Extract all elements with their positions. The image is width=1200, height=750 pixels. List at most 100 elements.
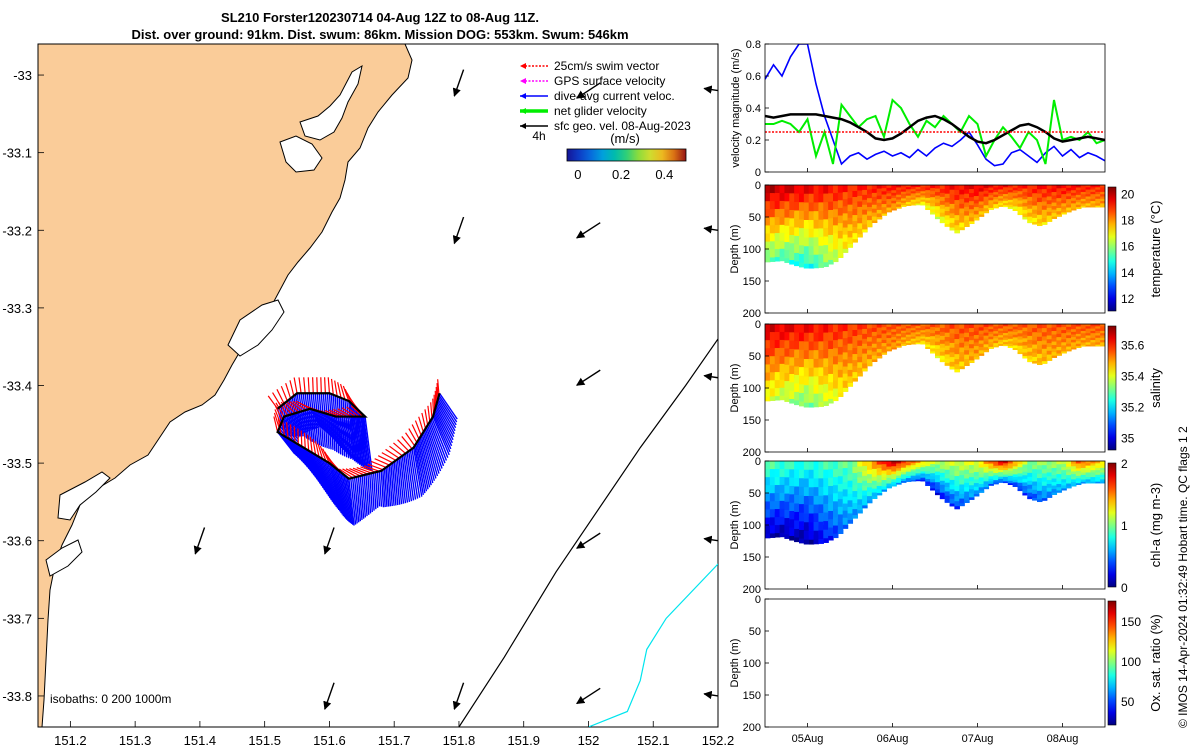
section-cell <box>1041 336 1048 342</box>
colorbar-tick-label: 35.2 <box>1121 401 1145 415</box>
section-cell <box>1056 470 1062 476</box>
section-cell <box>939 196 946 203</box>
section-cell <box>818 350 824 362</box>
section-cell <box>925 463 931 468</box>
section-cell <box>1085 205 1092 208</box>
section-cell <box>954 481 960 489</box>
section-cell <box>1051 206 1058 212</box>
section-cell <box>1007 194 1014 199</box>
section-cell <box>794 235 800 249</box>
current-vector <box>331 415 345 451</box>
section-cell <box>1017 194 1024 199</box>
section-cell <box>1071 195 1077 200</box>
section-cell <box>803 237 810 251</box>
section-cell <box>1080 194 1087 198</box>
section-cell <box>964 345 970 353</box>
section-cell <box>1061 461 1067 465</box>
swim-vector <box>309 436 313 453</box>
section-cell <box>799 236 805 250</box>
section-cell <box>993 328 999 333</box>
section-cell <box>998 191 1004 196</box>
section-cell <box>1032 185 1038 190</box>
section-cell <box>1090 185 1096 189</box>
section-cell <box>842 185 849 194</box>
section-cell <box>998 465 1004 469</box>
section-cell <box>1061 464 1067 469</box>
section-cell <box>973 475 980 481</box>
section-cell <box>1080 205 1087 208</box>
section-cell <box>925 471 931 476</box>
section-cell <box>842 373 849 385</box>
section-cell <box>930 464 936 469</box>
section-cell <box>774 525 781 538</box>
section-cell <box>944 198 951 204</box>
current-vector <box>403 454 411 502</box>
section-cell <box>905 185 912 188</box>
section-cell <box>998 461 1004 464</box>
section-cell <box>1085 198 1092 203</box>
section-cell <box>881 336 888 342</box>
section-cell <box>1032 469 1038 475</box>
section-cell <box>1037 362 1043 366</box>
section-cell <box>1080 467 1087 472</box>
section-cell <box>920 469 926 473</box>
section-cell <box>1046 196 1053 202</box>
section-cell <box>862 470 868 478</box>
section-cell <box>1061 203 1067 209</box>
section-cell <box>1027 347 1033 354</box>
section-cell <box>769 348 776 359</box>
section-cell <box>1075 465 1082 470</box>
section-cell <box>867 185 873 191</box>
section-cell <box>1095 479 1101 484</box>
section-cell <box>808 263 815 269</box>
section-cell <box>867 211 873 218</box>
section-cell <box>833 493 839 505</box>
section-cell <box>935 352 941 359</box>
section-cell <box>852 372 858 382</box>
section-cell <box>1066 343 1072 349</box>
section-cell <box>939 488 946 495</box>
section-cell <box>1032 209 1038 216</box>
section-cell <box>871 331 878 338</box>
section-cell <box>959 222 965 231</box>
section-cell <box>959 328 965 335</box>
section-cell <box>998 330 1004 335</box>
section-cell <box>1056 483 1062 490</box>
section-cell <box>896 480 902 485</box>
section-cell <box>847 363 854 373</box>
section-cell <box>833 372 839 385</box>
section-cell <box>789 494 795 506</box>
section-cell <box>799 193 805 204</box>
section-cell <box>1027 324 1033 329</box>
section-cell <box>973 185 980 190</box>
section-cell <box>876 475 883 481</box>
section-cell <box>1075 480 1082 486</box>
section-cell <box>949 465 956 472</box>
section-cell <box>852 330 858 338</box>
section-cell <box>998 481 1004 483</box>
map-x-tick-label: 151.7 <box>378 733 411 748</box>
section-cell <box>1037 341 1043 348</box>
section-cell <box>969 360 975 363</box>
section-cell <box>784 258 790 263</box>
section-cell <box>1046 200 1053 206</box>
section-cell <box>1032 189 1038 195</box>
section-cell <box>765 348 771 359</box>
section-cell <box>1051 475 1058 481</box>
section-cell <box>847 185 854 193</box>
section-cell <box>1051 213 1058 219</box>
section-cell <box>1027 220 1033 224</box>
current-vector <box>335 468 346 518</box>
section-cell <box>1095 465 1101 469</box>
section-cell <box>779 516 786 529</box>
section-cell <box>1012 337 1019 342</box>
section-cell <box>1037 495 1043 503</box>
section-cell <box>910 338 917 343</box>
section-cell <box>983 208 990 214</box>
section-cell <box>939 220 946 224</box>
section-cell <box>964 354 970 362</box>
section-cell <box>973 490 980 497</box>
section-cell <box>1085 467 1092 472</box>
section-cell <box>905 326 912 330</box>
